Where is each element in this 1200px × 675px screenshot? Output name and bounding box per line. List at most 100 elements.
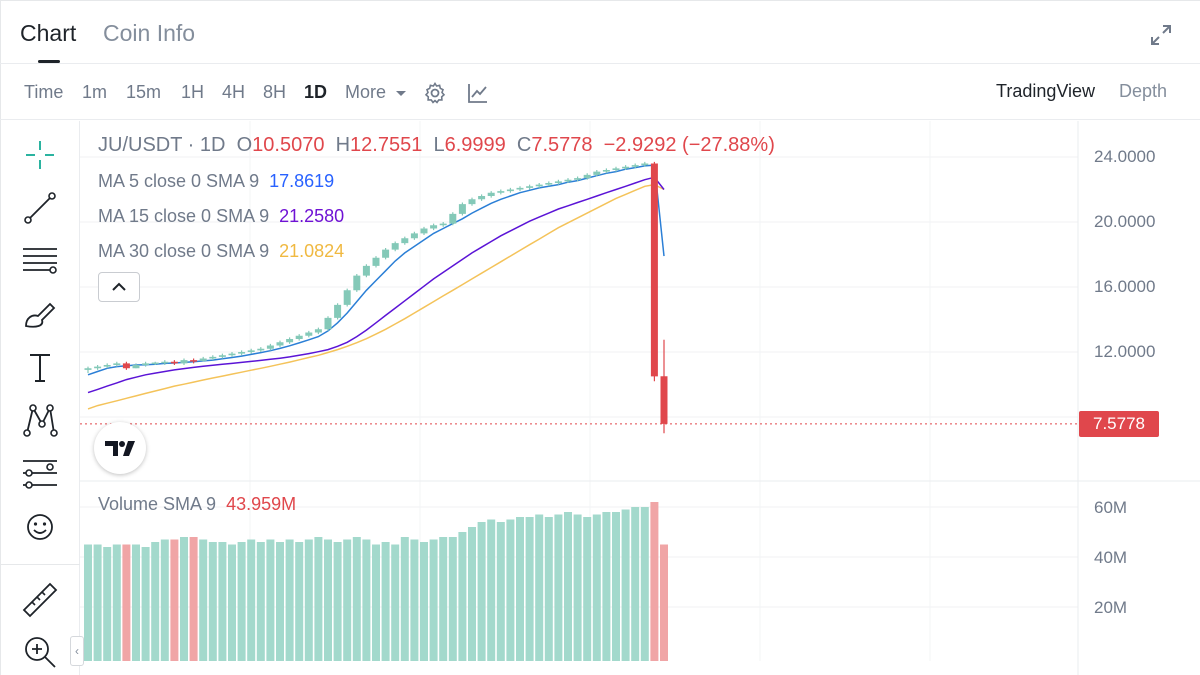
interval-15m[interactable]: 15m bbox=[126, 82, 162, 102]
candle-body bbox=[554, 181, 562, 183]
ruler-icon[interactable] bbox=[20, 580, 60, 620]
ma15-value: 21.2580 bbox=[279, 206, 345, 226]
candle-body bbox=[103, 365, 111, 367]
interval-1h[interactable]: 1H bbox=[181, 82, 205, 102]
ma5-value: 17.8619 bbox=[269, 171, 335, 191]
volume-bar bbox=[612, 512, 620, 661]
candle-body bbox=[506, 189, 514, 192]
volume-bar bbox=[631, 507, 640, 661]
change-value: −2.9292 (−27.88%) bbox=[603, 134, 775, 156]
candle-body bbox=[324, 317, 332, 330]
candle-body bbox=[199, 358, 207, 361]
candle-body bbox=[593, 171, 601, 175]
candle-body bbox=[458, 204, 466, 214]
volume-bar bbox=[525, 517, 534, 661]
zoom-in-icon[interactable] bbox=[20, 632, 60, 672]
volume-bar bbox=[324, 539, 332, 661]
more-dropdown[interactable]: More bbox=[345, 82, 407, 103]
volume-bar bbox=[228, 544, 236, 661]
volume-bar bbox=[208, 542, 217, 661]
candle-body bbox=[257, 348, 265, 351]
candle-body bbox=[641, 163, 649, 166]
interval-8h[interactable]: 8H bbox=[263, 82, 287, 102]
volume-bar bbox=[132, 544, 140, 661]
candle-body bbox=[266, 345, 274, 349]
collapse-legend-button[interactable] bbox=[98, 272, 140, 302]
volume-bar bbox=[84, 544, 92, 661]
volume-bar bbox=[304, 539, 313, 661]
interval-time[interactable]: Time bbox=[24, 82, 64, 102]
pattern-tool-icon[interactable] bbox=[20, 400, 60, 440]
volume-bar bbox=[180, 537, 188, 661]
ma30-legend: MA 30 close 0 SMA 9 21.0824 bbox=[98, 241, 344, 262]
fib-retracement-icon[interactable] bbox=[20, 241, 60, 281]
projection-tool-icon[interactable] bbox=[20, 453, 60, 493]
volume-axis-label: 60M bbox=[1094, 498, 1128, 517]
price-chart[interactable] bbox=[80, 121, 1200, 675]
volume-axis-label: 40M bbox=[1094, 548, 1128, 567]
volume-bar bbox=[199, 539, 208, 661]
price-axis-label: 16.0000 bbox=[1094, 277, 1156, 296]
volume-bar bbox=[458, 532, 467, 661]
brush-icon[interactable] bbox=[20, 294, 60, 334]
tradingview-toggle[interactable]: TradingView bbox=[996, 81, 1096, 101]
candle-body bbox=[535, 184, 543, 187]
volume-bar bbox=[410, 539, 419, 661]
smiley-icon[interactable] bbox=[20, 507, 60, 547]
volume-bar bbox=[266, 539, 275, 661]
volume-bar bbox=[285, 539, 294, 661]
interval-4h[interactable]: 4H bbox=[222, 82, 246, 102]
gear-icon[interactable] bbox=[423, 81, 447, 105]
depth-toggle[interactable]: Depth bbox=[1119, 81, 1168, 101]
candle-body bbox=[545, 183, 553, 185]
candle-body bbox=[602, 170, 610, 172]
volume-bar bbox=[516, 517, 524, 661]
high-label: H bbox=[335, 134, 351, 156]
ma5-line bbox=[87, 164, 665, 376]
collapse-toolbar-button[interactable]: ‹ bbox=[70, 636, 84, 666]
candle-body bbox=[190, 360, 198, 362]
volume-bar bbox=[391, 544, 400, 661]
expand-icon[interactable] bbox=[1148, 22, 1174, 48]
volume-bar bbox=[602, 512, 611, 661]
volume-bar bbox=[333, 542, 342, 661]
volume-bar bbox=[439, 537, 448, 661]
candle-body bbox=[209, 356, 217, 359]
candle-body bbox=[622, 166, 630, 169]
toolbar-divider bbox=[0, 564, 80, 565]
volume-bar bbox=[112, 544, 121, 661]
candle-body bbox=[276, 342, 284, 346]
line-chart-icon[interactable] bbox=[466, 81, 490, 105]
volume-label: Volume SMA 9 bbox=[98, 494, 217, 514]
volume-bar bbox=[487, 519, 496, 661]
ohlc-legend: JU/USDT · 1D O10.5070 H12.7551 L6.9999 C… bbox=[98, 134, 775, 157]
more-label: More bbox=[345, 82, 387, 102]
text-tool-icon[interactable] bbox=[20, 347, 60, 387]
trend-line-icon[interactable] bbox=[20, 188, 60, 228]
interval-1d[interactable]: 1D bbox=[304, 82, 328, 102]
candle-body bbox=[612, 168, 620, 170]
price-axis-label: 20.0000 bbox=[1094, 212, 1156, 231]
volume-bar bbox=[544, 517, 553, 661]
candle-body bbox=[343, 290, 351, 305]
ma5-label: MA 5 close 0 SMA 9 bbox=[98, 171, 260, 191]
tradingview-logo[interactable] bbox=[94, 422, 146, 474]
crosshair-icon[interactable] bbox=[20, 135, 60, 175]
volume-bar bbox=[621, 509, 630, 661]
tab-coin-info[interactable]: Coin Info bbox=[103, 20, 196, 46]
candle-body bbox=[334, 304, 342, 318]
candle-body bbox=[583, 174, 591, 179]
volume-bar bbox=[141, 547, 150, 661]
volume-bar bbox=[592, 514, 601, 661]
tab-chart[interactable]: Chart bbox=[20, 20, 77, 46]
candle-body bbox=[170, 361, 178, 364]
candle-body bbox=[650, 163, 658, 377]
candle-body bbox=[526, 186, 534, 188]
candle-body bbox=[401, 238, 409, 244]
volume-bar bbox=[343, 539, 352, 661]
drawing-toolbar bbox=[0, 121, 80, 675]
low-label: L bbox=[433, 134, 445, 156]
volume-bar bbox=[151, 542, 160, 661]
volume-bar bbox=[420, 542, 428, 661]
interval-1m[interactable]: 1m bbox=[82, 82, 108, 102]
